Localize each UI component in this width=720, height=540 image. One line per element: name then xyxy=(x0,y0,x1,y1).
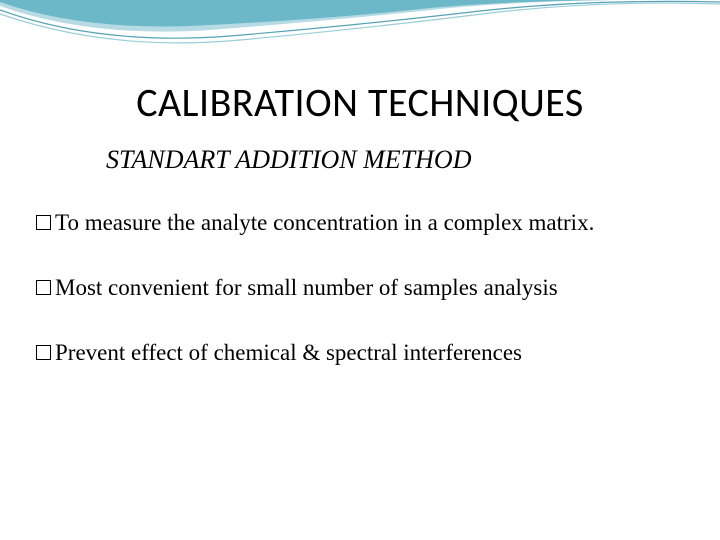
slide-content: CALIBRATION TECHNIQUES STANDART ADDITION… xyxy=(0,0,720,367)
bullet-item: To measure the analyte concentration in … xyxy=(36,209,684,238)
bullet-text: To measure the analyte concentration in … xyxy=(55,209,684,238)
square-bullet-icon xyxy=(36,345,51,360)
bullet-item: Most convenient for small number of samp… xyxy=(36,274,684,303)
slide-subtitle: STANDART ADDITION METHOD xyxy=(106,145,684,175)
square-bullet-icon xyxy=(36,215,51,230)
bullet-item: Prevent effect of chemical & spectral in… xyxy=(36,339,684,368)
bullet-text: Most convenient for small number of samp… xyxy=(55,274,684,303)
slide-title: CALIBRATION TECHNIQUES xyxy=(36,78,684,127)
bullet-text: Prevent effect of chemical & spectral in… xyxy=(55,339,684,368)
square-bullet-icon xyxy=(36,280,51,295)
